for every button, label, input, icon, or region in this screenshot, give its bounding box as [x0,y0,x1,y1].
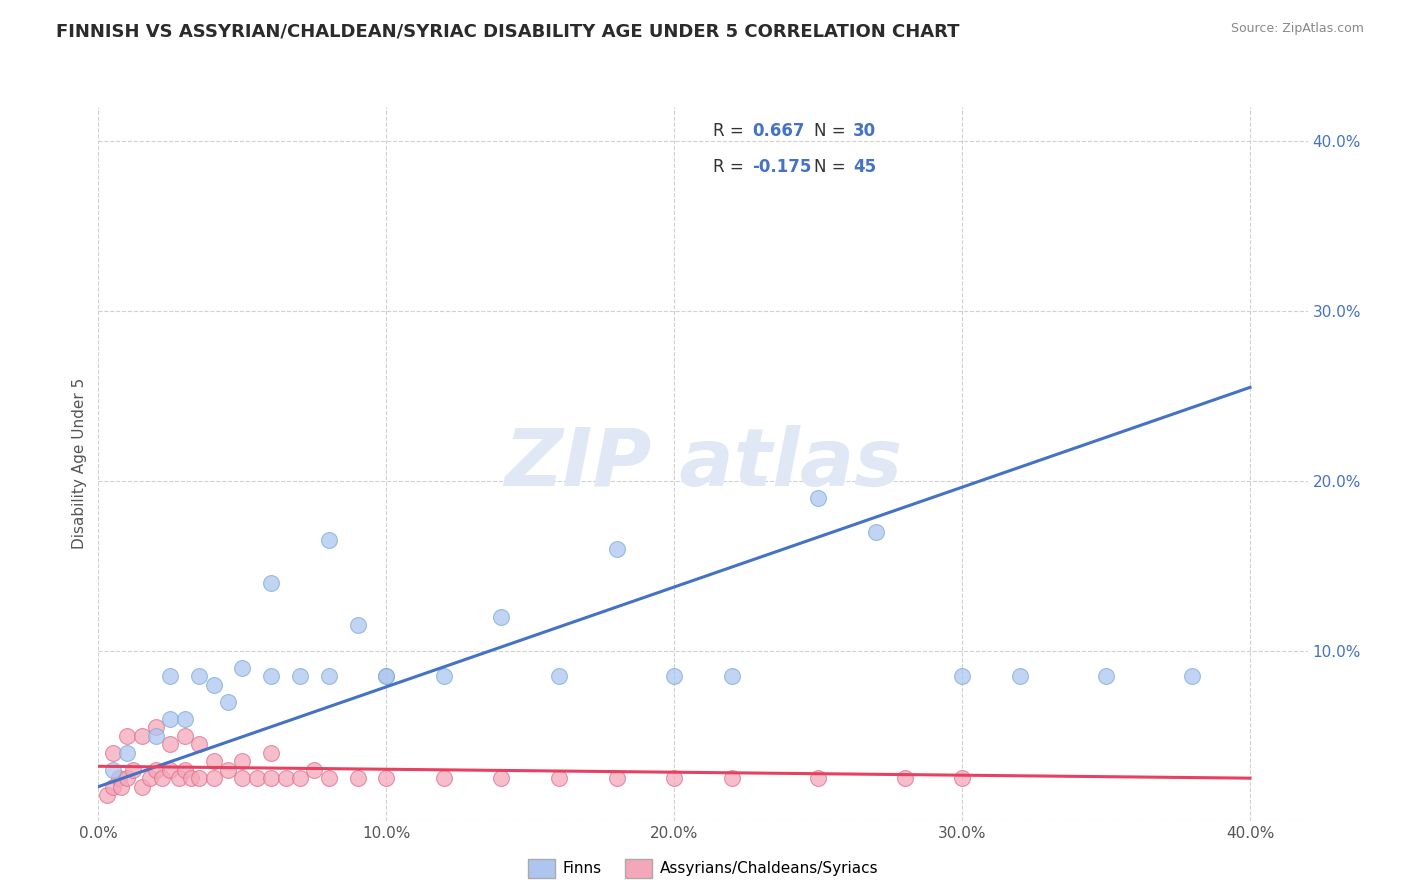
Point [720,771,742,785]
Point [173,712,195,726]
Point [288,669,311,683]
Point [548,771,571,785]
Point [231,771,253,785]
Point [167,771,190,785]
Point [122,763,145,777]
Point [159,712,181,726]
Text: 30: 30 [853,122,876,140]
Point [173,729,195,743]
Y-axis label: Disability Age Under 5: Disability Age Under 5 [72,378,87,549]
Point [274,771,297,785]
Text: 0.667: 0.667 [752,122,804,140]
Point [159,763,181,777]
Text: Source: ZipAtlas.com: Source: ZipAtlas.com [1230,22,1364,36]
Point [606,541,628,556]
Point [950,771,973,785]
Point [115,729,138,743]
Point [375,669,398,683]
Point [433,771,456,785]
Point [217,695,239,709]
Point [950,669,973,683]
Point [375,771,398,785]
Point [318,771,340,785]
Point [288,771,311,785]
Point [188,669,211,683]
Point [131,780,153,794]
Point [548,669,571,683]
Point [375,669,398,683]
Point [318,533,340,548]
Point [202,771,225,785]
Point [188,737,211,751]
Point [173,763,195,777]
Point [893,771,915,785]
Point [159,669,181,683]
Text: R =: R = [713,158,748,177]
Point [346,618,368,632]
Point [664,771,686,785]
Point [231,661,253,675]
Point [606,771,628,785]
Point [1008,669,1031,683]
Point [188,771,211,785]
Point [131,729,153,743]
Text: N =: N = [814,158,851,177]
Point [145,720,167,734]
Point [202,678,225,692]
Point [101,746,124,760]
Point [865,524,887,539]
Point [491,771,513,785]
Point [260,669,283,683]
Text: -0.175: -0.175 [752,158,811,177]
Point [304,763,326,777]
Text: ZIP atlas: ZIP atlas [503,425,903,503]
Point [491,609,513,624]
Point [231,754,253,768]
Point [433,669,456,683]
Legend: Finns, Assyrians/Chaldeans/Syriacs: Finns, Assyrians/Chaldeans/Syriacs [522,853,884,884]
Point [115,771,138,785]
Point [246,771,269,785]
Point [260,771,283,785]
Point [260,575,283,590]
Point [664,669,686,683]
Point [107,771,129,785]
Point [217,763,239,777]
Text: FINNISH VS ASSYRIAN/CHALDEAN/SYRIAC DISABILITY AGE UNDER 5 CORRELATION CHART: FINNISH VS ASSYRIAN/CHALDEAN/SYRIAC DISA… [56,22,960,40]
Point [139,771,162,785]
Point [101,780,124,794]
Point [115,746,138,760]
Point [1095,669,1118,683]
Point [720,669,742,683]
Point [101,763,124,777]
Point [145,763,167,777]
Point [807,491,830,505]
Point [96,788,118,802]
Point [180,771,202,785]
Point [145,729,167,743]
Point [260,746,283,760]
Point [807,771,830,785]
Point [318,669,340,683]
Point [202,754,225,768]
Point [150,771,173,785]
Text: N =: N = [814,122,851,140]
Text: 45: 45 [853,158,876,177]
Point [110,780,132,794]
Point [346,771,368,785]
Point [159,737,181,751]
Text: R =: R = [713,122,748,140]
Point [1181,669,1204,683]
